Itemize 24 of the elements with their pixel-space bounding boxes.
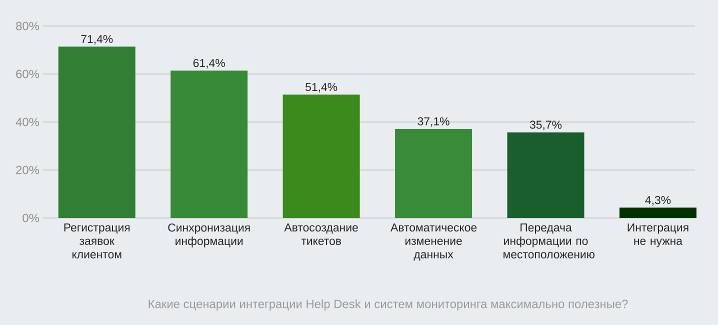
y-tick-label: 20%: [16, 166, 40, 174]
bar: [507, 132, 584, 218]
x-tick-label: Интеграция не нужна: [628, 224, 688, 248]
x-tick-label: Регистрация заявок клиентом: [64, 224, 130, 258]
data-label: 71,4%: [81, 35, 113, 44]
data-label: 51,4%: [306, 83, 338, 92]
data-label: 37,1%: [418, 117, 450, 127]
x-tick-label: Передача информации по местоположению: [504, 224, 594, 258]
data-label: 4,3%: [645, 196, 671, 206]
y-tick-label: 80%: [16, 22, 40, 30]
bar: [170, 70, 248, 218]
bar: [395, 128, 472, 218]
bar: [282, 94, 360, 218]
data-label: 35,7%: [530, 120, 562, 130]
x-tick-label: Синхронизация информации: [168, 224, 250, 248]
bar: [58, 46, 136, 218]
bar: [619, 208, 696, 218]
y-tick-label: 0%: [22, 214, 40, 222]
y-tick-label: 40%: [16, 118, 40, 126]
y-tick-label: 60%: [16, 70, 40, 78]
x-tick-label: Автоматическое изменение данных: [390, 224, 477, 261]
text: Какие сценарии интеграции Help Desk и систем мониторинга максимально полезные?: [148, 299, 628, 311]
x-tick-label: Автосоздание тикетов: [284, 224, 358, 245]
data-label: 61,4%: [193, 58, 225, 68]
